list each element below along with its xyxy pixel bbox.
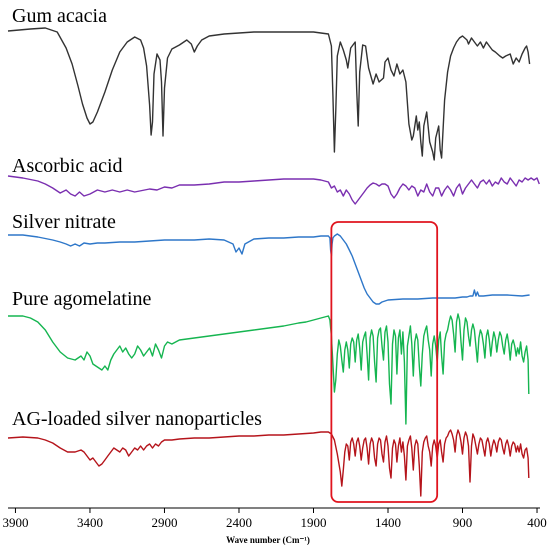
- x-tick-label-6: 1400: [375, 515, 401, 530]
- series-label-4: Pure agomelatine: [12, 288, 152, 310]
- x-tick-label-1: 3900: [2, 515, 28, 530]
- series-label-3: Silver nitrate: [12, 211, 116, 233]
- spectrum-line-4: [8, 313, 530, 425]
- x-axis-ticks-layer: 3900 3400 2900 2400 1900 1400 900 400: [2, 508, 547, 530]
- spectrum-line-3: [8, 233, 530, 305]
- spectrum-line-1: [7, 27, 531, 161]
- series-label-2: Ascorbic acid: [12, 155, 123, 177]
- x-tick-label-7: 900: [453, 515, 473, 530]
- spectrum-line-2: [7, 175, 540, 205]
- x-tick-label-3: 2900: [151, 515, 177, 530]
- x-tick-label-2: 3400: [77, 515, 103, 530]
- x-axis-title: Wave number (Cm⁻¹): [226, 535, 310, 545]
- x-tick-label-5: 1900: [300, 515, 326, 530]
- series-label-1: Gum acacia: [12, 5, 107, 27]
- x-tick-label-4: 2400: [226, 515, 252, 530]
- x-tick-label-8: 400: [527, 515, 547, 530]
- highlight-region-box: [330, 221, 439, 503]
- series-labels-layer: Gum acacia Ascorbic acid Silver nitrate Pur…: [12, 5, 262, 430]
- spectrum-line-5: [7, 429, 530, 497]
- series-layer: [7, 27, 540, 497]
- series-label-5: AG-loaded silver nanoparticles: [12, 408, 262, 430]
